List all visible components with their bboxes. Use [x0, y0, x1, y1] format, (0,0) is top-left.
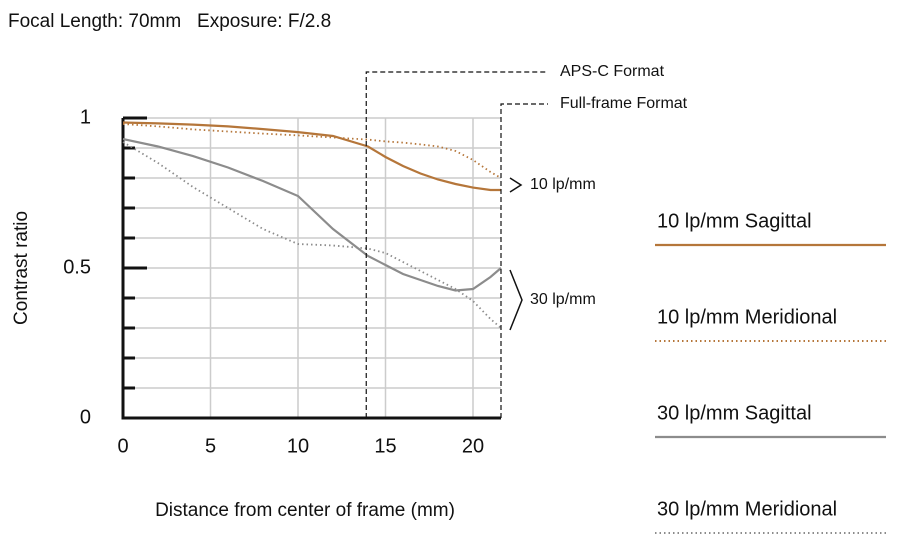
format-marker: [500, 103, 548, 418]
x-tick-label: 15: [374, 435, 396, 457]
x-tick-label: 0: [117, 435, 128, 457]
series-line: [122, 141, 502, 329]
legend-label: 30 lp/mm Meridional: [657, 498, 837, 520]
series-line: [122, 137, 502, 292]
group-label: 30 lp/mm: [530, 291, 596, 308]
format-marker: [365, 71, 548, 418]
bracket: [509, 177, 523, 193]
y-tick-label: 0: [80, 406, 91, 428]
legend-label: 10 lp/mm Meridional: [657, 306, 837, 328]
group-label: 10 lp/mm: [530, 176, 596, 193]
y-axis-label: Contrast ratio: [11, 211, 32, 325]
y-tick-label: 1: [80, 106, 91, 128]
x-tick-label: 5: [205, 435, 216, 457]
x-axis-label: Distance from center of frame (mm): [155, 500, 455, 521]
series-line: [122, 121, 501, 192]
x-tick-label: 20: [462, 435, 484, 457]
legend-label: 10 lp/mm Sagittal: [657, 210, 812, 232]
series-line: [122, 123, 502, 179]
format-label: Full-frame Format: [560, 95, 688, 112]
y-tick-label: 0.5: [63, 256, 91, 278]
x-tick-label: 10: [287, 435, 309, 457]
format-label: APS-C Format: [560, 63, 665, 80]
bracket: [509, 269, 523, 331]
chart-title: Focal Length: 70mm Exposure: F/2.8: [8, 11, 331, 32]
legend-label: 30 lp/mm Sagittal: [657, 402, 812, 424]
